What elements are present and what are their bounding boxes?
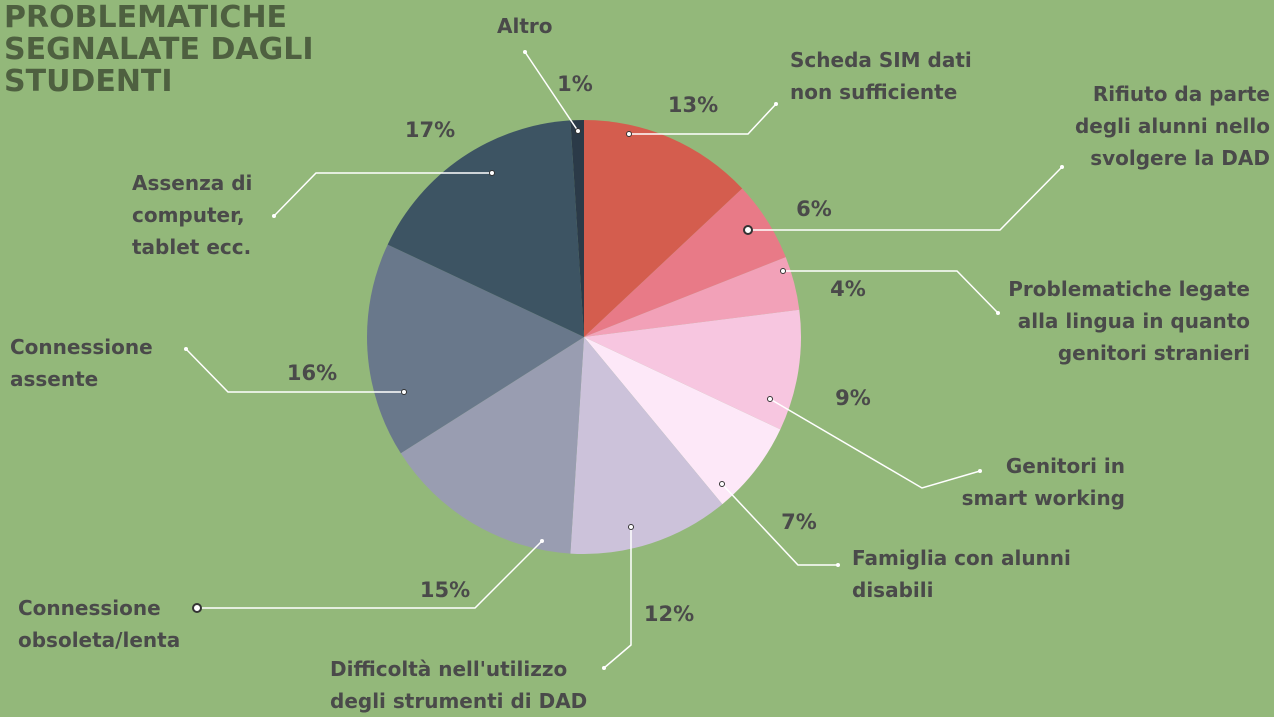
leader-line [721, 483, 838, 566]
leader-end [272, 214, 276, 218]
pie-slice [584, 309, 801, 430]
value-label: 17% [405, 118, 455, 142]
leader-end [184, 347, 188, 351]
value-label: 13% [668, 93, 718, 117]
category-label: Connessione obsoleta/lenta [18, 596, 181, 652]
category-label: Problematiche legate alla lingua in quan… [1008, 277, 1250, 365]
leader-end [774, 102, 778, 106]
pie-slice [584, 120, 743, 337]
category-label: Scheda SIM dati non sufficiente [790, 48, 972, 104]
value-label: 12% [644, 602, 694, 626]
category-label: Famiglia con alunni disabili [852, 546, 1071, 602]
category-label: Connessione assente [10, 335, 153, 391]
leader-end [1060, 165, 1064, 169]
value-label: 4% [830, 277, 866, 301]
leader-line [629, 103, 777, 135]
category-label: Genitori in smart working [961, 454, 1125, 510]
value-label: 1% [557, 72, 593, 96]
pie-slice [584, 257, 800, 337]
leader-line [603, 527, 632, 669]
leader-line [185, 348, 404, 393]
leader-line [769, 398, 981, 489]
pie-slice [400, 337, 584, 554]
leader-dot [719, 481, 725, 487]
leader-dot [192, 603, 202, 613]
leader-end [602, 666, 606, 670]
value-label: 9% [835, 386, 871, 410]
leader-dot [628, 524, 634, 530]
pie-slice [584, 188, 786, 337]
leader-end [523, 50, 527, 54]
leader-dot [780, 268, 786, 274]
leader-line [524, 51, 579, 132]
value-label: 7% [781, 510, 817, 534]
leader-dot [489, 170, 495, 176]
leader-end [836, 563, 840, 567]
leader-dot [767, 396, 773, 402]
category-label: Altro [497, 14, 553, 38]
category-label: Difficoltà nell'utilizzo degli strumenti… [330, 657, 588, 713]
pie-slice [367, 244, 584, 454]
category-label: Rifiuto da parte degli alunni nello svol… [1074, 82, 1270, 170]
pie-slice [570, 120, 584, 337]
leader-dot [626, 131, 632, 137]
leader-dot [575, 128, 581, 134]
leader-line [783, 270, 999, 314]
chart-title: PROBLEMATICHE SEGNALATE DAGLI STUDENTI [4, 0, 314, 99]
value-label: 6% [796, 197, 832, 221]
value-label: 15% [420, 578, 470, 602]
leader-end [978, 469, 982, 473]
leader-line [273, 172, 492, 217]
value-label: 16% [287, 361, 337, 385]
category-label: Assenza di computer, tablet ecc. [132, 171, 253, 259]
leader-dot [743, 225, 753, 235]
leader-dot [401, 389, 407, 395]
pie-slice [584, 337, 781, 505]
leader-end [996, 311, 1000, 315]
leader-line [197, 540, 543, 609]
pie-slice [387, 120, 584, 338]
pie-slice [570, 337, 723, 554]
leader-line [748, 166, 1063, 231]
leader-end [540, 539, 544, 543]
